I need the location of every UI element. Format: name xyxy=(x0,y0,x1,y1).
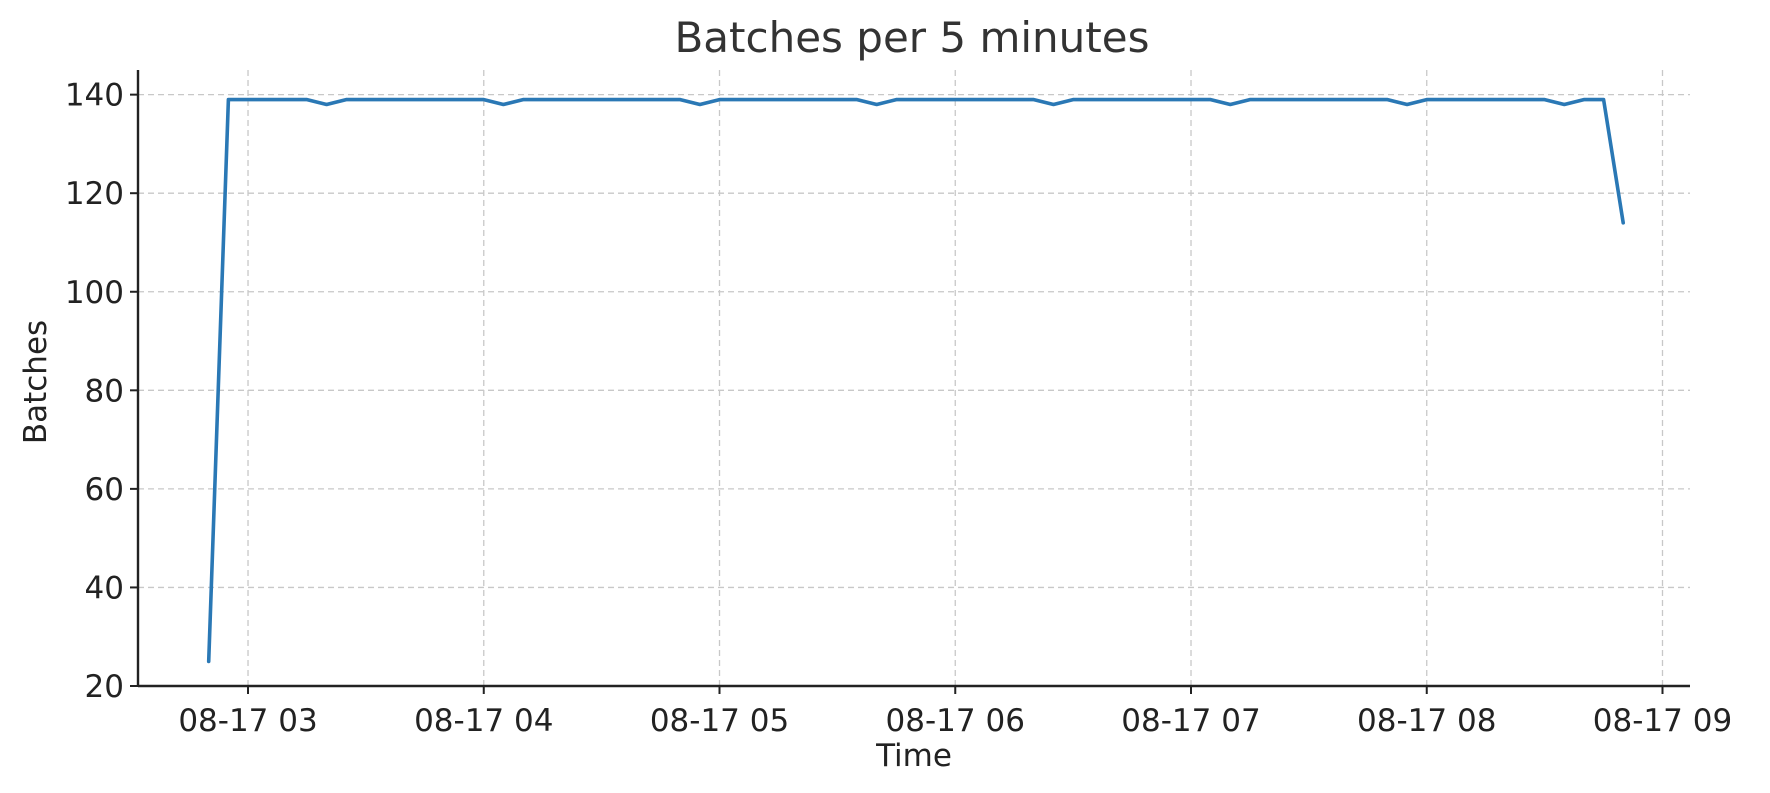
x-tick-label: 08-17 04 xyxy=(414,703,553,739)
y-tick-label: 120 xyxy=(65,176,124,212)
chart-title: Batches per 5 minutes xyxy=(674,13,1149,62)
series xyxy=(206,97,1625,664)
y-tick-label: 20 xyxy=(85,669,124,705)
x-tick-label: 08-17 06 xyxy=(886,703,1025,739)
x-axis-label: Time xyxy=(875,738,952,774)
x-tick-label: 08-17 05 xyxy=(650,703,789,739)
x-tick-label: 08-17 07 xyxy=(1121,703,1260,739)
series-line xyxy=(206,97,1625,664)
axes xyxy=(136,70,1690,688)
y-tick-label: 100 xyxy=(65,275,124,311)
y-tick-label: 80 xyxy=(85,373,124,409)
y-tick-label: 40 xyxy=(85,570,124,606)
x-tick-label: 08-17 03 xyxy=(178,703,317,739)
x-tick-label: 08-17 09 xyxy=(1593,703,1732,739)
y-tick-label: 140 xyxy=(65,78,124,114)
ticks: 20 40 60 80 100 120 140 08-17 03 08-17 04 08-17 0… xyxy=(65,78,1732,739)
x-tick-label: 08-17 08 xyxy=(1357,703,1496,739)
y-tick-label: 60 xyxy=(85,472,124,508)
grid xyxy=(138,70,1690,687)
y-axis-label: Batches xyxy=(18,320,54,444)
